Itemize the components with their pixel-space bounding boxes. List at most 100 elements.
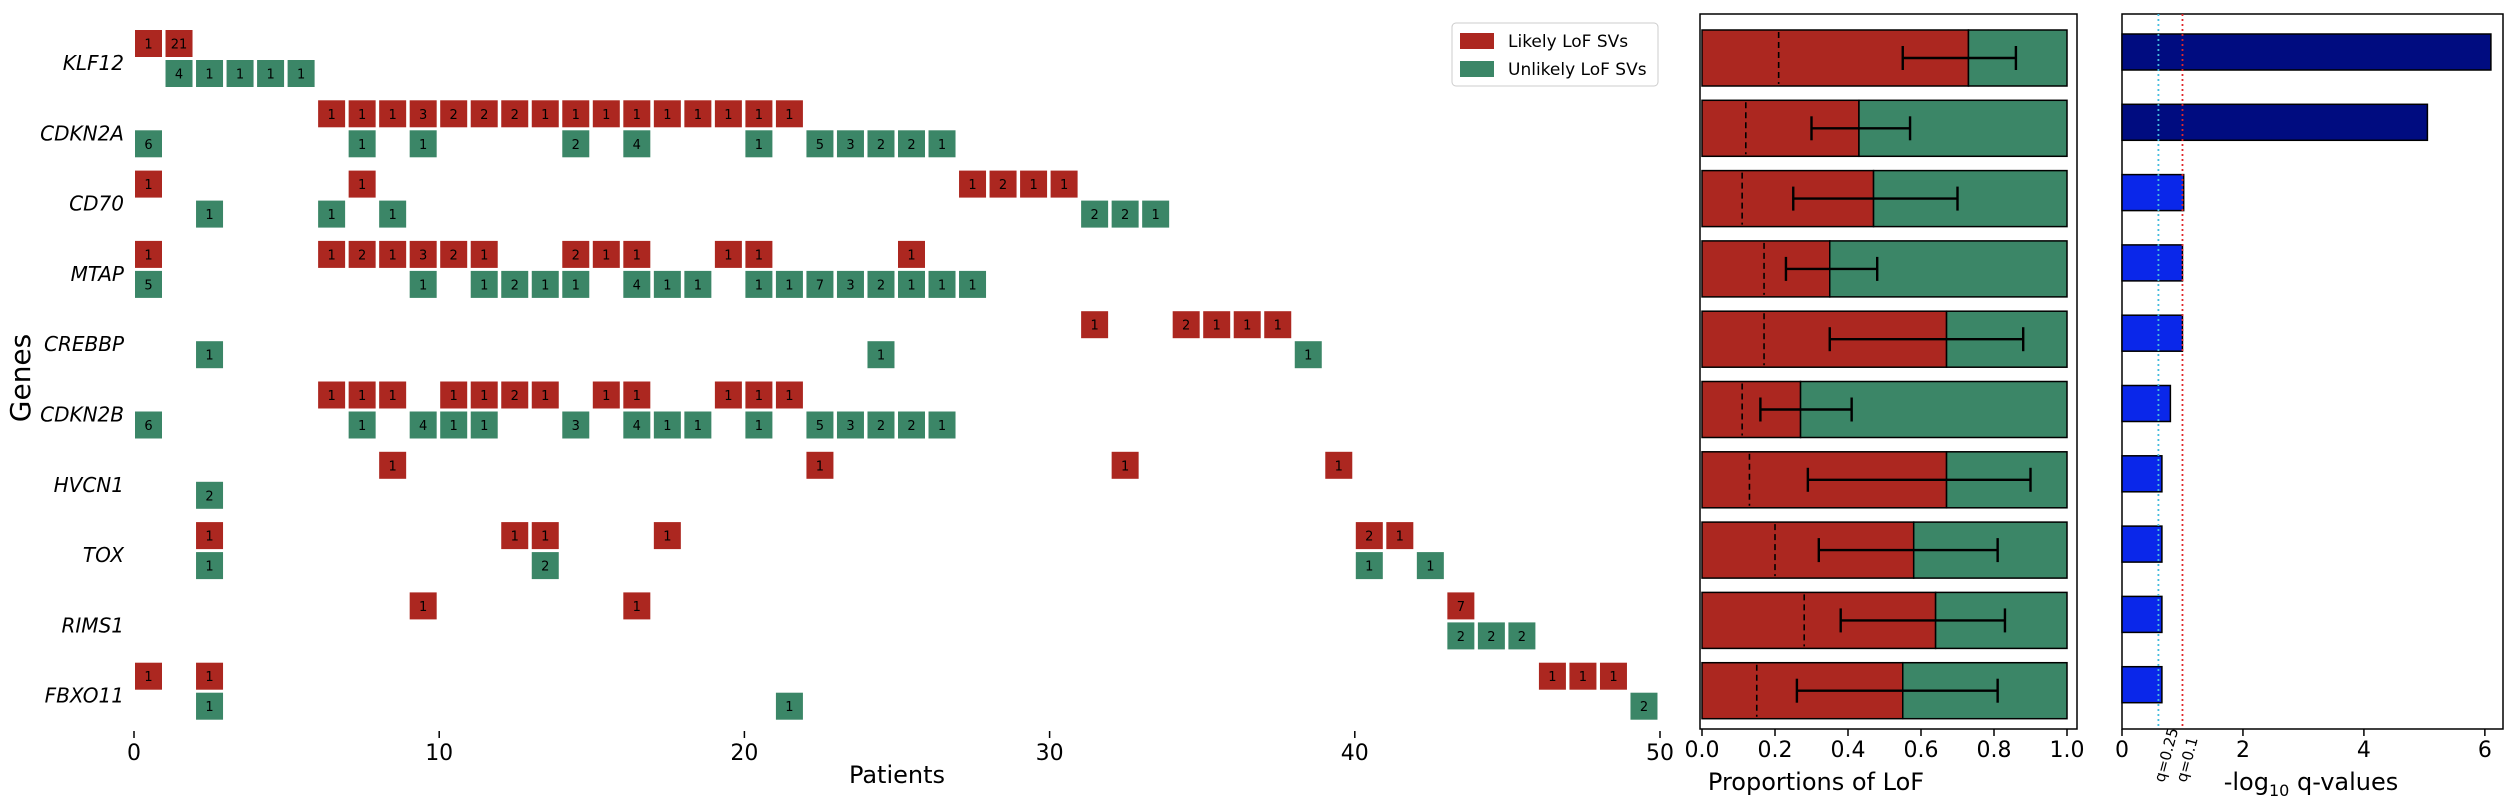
heatmap-cell-count: 1 <box>205 208 213 223</box>
heatmap-cell-likely-cdkn2a <box>684 100 712 128</box>
heatmap-cell-count: 1 <box>633 248 641 263</box>
heatmap-cell-count: 1 <box>205 560 213 575</box>
heatmap-cell-count: 5 <box>144 278 152 293</box>
q-value-bar-cdkn2a <box>2121 103 2429 142</box>
heatmap-cell-likely-cdkn2a <box>470 100 498 128</box>
heatmap-cell-unlikely-mtap <box>470 270 498 298</box>
heatmap-cell-count: 1 <box>511 530 519 545</box>
heatmap-cell-likely-tox <box>196 522 224 550</box>
heatmap-cell-likely-cdkn2b <box>592 381 620 409</box>
heatmap-cell-likely-cdkn2a <box>714 100 742 128</box>
gene-label-rims1: RIMS1 <box>62 613 124 637</box>
heatmap-cell-likely-hvcn1 <box>379 451 407 479</box>
q-value-bar-mtap <box>2121 244 2184 282</box>
heatmap-cell-count: 2 <box>999 178 1007 193</box>
heatmap-cell-likely-fbxo11 <box>135 662 162 690</box>
heatmap-cell-count: 1 <box>1152 208 1160 223</box>
heatmap-cell-count: 1 <box>1090 319 1098 334</box>
heatmap-cell-likely-cdkn2a <box>592 100 620 128</box>
heatmap-cell-likely-tox <box>1355 522 1383 550</box>
legend-label-likely: Likely LoF SVs <box>1508 32 1628 52</box>
heatmap-cell-unlikely-rims1 <box>1447 622 1475 650</box>
q-value-bar-fbxo11 <box>2121 665 2163 704</box>
heatmap-cell-count: 1 <box>480 248 488 263</box>
heatmap-cell-count: 4 <box>419 419 427 434</box>
heatmap-cell-count: 1 <box>358 108 366 123</box>
heatmap-cell-likely-cdkn2a <box>409 100 437 128</box>
heatmap-cell-unlikely-tox <box>1355 552 1383 580</box>
heatmap-cell-count: 7 <box>1457 600 1465 615</box>
heatmap-cell-count: 3 <box>846 138 854 153</box>
proportion-tick-label: 0.6 <box>1904 738 1939 763</box>
heatmap-cell-likely-cdkn2a <box>745 100 773 128</box>
heatmap-cell-likely-cd70 <box>989 170 1017 198</box>
heatmap-cell-count: 1 <box>1213 319 1221 334</box>
heatmap-cell-count: 1 <box>968 278 976 293</box>
heatmap-cell-count: 1 <box>1548 670 1556 685</box>
heatmap-cell-likely-fbxo11 <box>196 662 224 690</box>
heatmap-cell-count: 1 <box>694 278 702 293</box>
gene-label-cdkn2b: CDKN2B <box>40 403 124 427</box>
heatmap-cell-unlikely-rims1 <box>1477 622 1505 650</box>
q-value-bar-tox <box>2121 525 2163 563</box>
proportion-tick-label: 0.2 <box>1758 738 1793 763</box>
heatmap-cell-count: 1 <box>419 138 427 153</box>
heatmap-cell-count: 1 <box>327 208 335 223</box>
heatmap-cell-likely-cd70 <box>1050 170 1078 198</box>
heatmap-cell-count: 1 <box>1060 178 1068 193</box>
heatmap-cell-unlikely-cdkn2b <box>745 411 773 439</box>
heatmap-cell-count: 1 <box>1274 319 1282 334</box>
heatmap-cell-unlikely-crebbp <box>867 341 895 369</box>
heatmap-cell-unlikely-tox <box>531 552 559 580</box>
heatmap-cell-count: 2 <box>1365 530 1373 545</box>
heatmap-cell-count: 1 <box>327 248 335 263</box>
heatmap-cell-likely-hvcn1 <box>1325 451 1353 479</box>
heatmap-cell-unlikely-mtap <box>623 270 651 298</box>
heatmap-cell-count: 2 <box>511 278 519 293</box>
heatmap-cell-count: 1 <box>389 248 397 263</box>
heatmap-cell-likely-cdkn2a <box>531 100 559 128</box>
heatmap-cell-likely-mtap <box>898 240 925 268</box>
heatmap-cell-unlikely-cdkn2b <box>348 411 376 439</box>
proportion-tick-label: 1.0 <box>2050 738 2085 763</box>
heatmap-cell-count: 1 <box>480 278 488 293</box>
heatmap-cell-likely-cdkn2b <box>501 381 529 409</box>
heatmap-cell-unlikely-cdkn2a <box>135 130 162 158</box>
heatmap-cell-count: 1 <box>1609 670 1617 685</box>
heatmap-cell-unlikely-cdkn2b <box>440 411 468 439</box>
heatmap-cell-count: 1 <box>968 178 976 193</box>
heatmap-cell-likely-mtap <box>409 240 437 268</box>
heatmap-cell-likely-mtap <box>623 240 651 268</box>
heatmap-cell-unlikely-cdkn2a <box>898 130 925 158</box>
heatmap-cell-count: 1 <box>541 278 549 293</box>
heatmap-cell-count: 2 <box>572 138 580 153</box>
heatmap-cell-unlikely-cdkn2b <box>562 411 590 439</box>
heatmap-cell-count: 1 <box>1243 319 1251 334</box>
heatmap-cell-unlikely-cdkn2a <box>928 130 956 158</box>
heatmap-cell-count: 4 <box>633 138 641 153</box>
heatmap-cell-unlikely-cdkn2b <box>135 411 162 439</box>
gene-label-klf12: KLF12 <box>63 51 124 75</box>
heatmap-cell-count: 1 <box>572 108 580 123</box>
proportion-tick-label: 0.4 <box>1831 738 1866 763</box>
heatmap-cell-unlikely-klf12 <box>165 60 193 87</box>
q-tick-label: 6 <box>2478 738 2492 763</box>
heatmap-cell-unlikely-cdkn2b <box>836 411 864 439</box>
heatmap-cell-count: 1 <box>541 108 549 123</box>
heatmap-cell-likely-fbxo11 <box>1538 662 1566 690</box>
heatmap-cell-unlikely-cdkn2b <box>684 411 712 439</box>
heatmap-cell-unlikely-cdkn2b <box>653 411 681 439</box>
heatmap-cell-count: 1 <box>1121 459 1129 474</box>
heatmap-cell-likely-tox <box>1386 522 1414 550</box>
heatmap-cell-unlikely-cdkn2a <box>745 130 773 158</box>
heatmap-cell-count: 1 <box>724 108 732 123</box>
heatmap-cell-count: 1 <box>877 349 885 364</box>
heatmap-cell-unlikely-cd70 <box>379 200 407 228</box>
heatmap-cell-count: 7 <box>816 278 824 293</box>
heatmap-cell-count: 6 <box>144 138 152 153</box>
heatmap-cell-likely-tox <box>501 522 529 550</box>
heatmap-cell-unlikely-klf12 <box>226 60 254 87</box>
heatmap-cell-unlikely-cd70 <box>1081 200 1109 228</box>
heatmap-cell-count: 1 <box>724 248 732 263</box>
